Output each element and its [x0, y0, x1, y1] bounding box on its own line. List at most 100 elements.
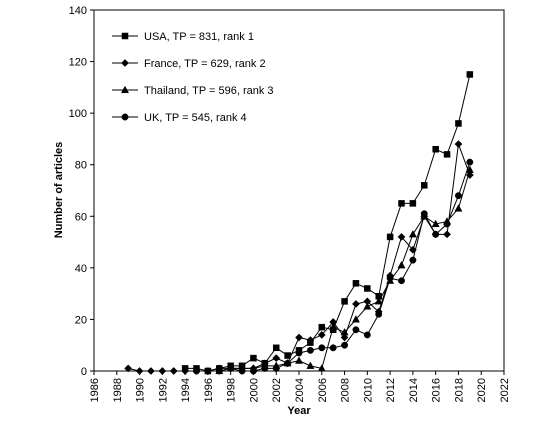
data-point — [272, 364, 280, 372]
y-tick-label: 60 — [75, 211, 87, 223]
legend-label: Thailand, TP = 596, rank 3 — [144, 85, 274, 97]
y-tick-label: 0 — [81, 366, 87, 378]
data-point — [352, 326, 360, 334]
data-point — [432, 145, 439, 153]
data-point — [466, 71, 474, 78]
x-tick-label: 2016 — [431, 378, 443, 402]
axis-layer: 0 20 40 60 80 100 120 140 1986 1988 1990 1992 1994 19… — [69, 5, 511, 402]
x-tick-label: 2006 — [317, 378, 329, 402]
data-point — [341, 341, 349, 349]
x-axis-title: Year — [287, 405, 311, 417]
data-point — [351, 315, 360, 323]
data-point — [340, 327, 349, 336]
data-point — [272, 344, 280, 352]
data-point — [465, 171, 474, 179]
legend-marker — [121, 59, 129, 67]
data-point — [466, 158, 474, 166]
data-point — [398, 277, 405, 285]
x-tick-label: 2010 — [362, 378, 374, 402]
x-tick-label: 1992 — [157, 378, 169, 402]
series-2 — [124, 140, 474, 375]
data-point — [341, 298, 348, 305]
data-point — [295, 333, 303, 342]
x-tick-label: 1996 — [203, 378, 215, 402]
legend-marker — [120, 85, 130, 94]
data-point — [340, 333, 349, 342]
x-tick-label: 2008 — [340, 378, 352, 402]
x-tick-label: 2000 — [248, 378, 260, 402]
data-point — [397, 260, 406, 269]
data-point — [146, 367, 155, 375]
data-point — [409, 256, 417, 264]
legend-label: USA, TP = 831, rank 1 — [144, 31, 254, 43]
y-tick-label: 40 — [75, 263, 87, 275]
data-point — [431, 219, 440, 228]
x-tick-label: 2014 — [408, 378, 420, 402]
series-4 — [193, 158, 474, 375]
data-point — [386, 274, 394, 282]
data-point — [261, 364, 269, 372]
x-tick-label: 2020 — [476, 378, 488, 402]
y-axis-title: Number of articles — [53, 142, 65, 239]
x-tick-label: 2012 — [385, 378, 397, 402]
data-point — [454, 204, 463, 212]
data-point — [443, 220, 451, 228]
data-point — [227, 364, 235, 372]
data-point — [318, 323, 326, 331]
y-tick-label: 100 — [69, 108, 87, 120]
data-point — [420, 210, 428, 218]
data-point — [272, 354, 281, 363]
data-point — [317, 330, 326, 339]
data-point — [295, 349, 303, 357]
data-point — [421, 182, 428, 189]
series-line — [196, 161, 471, 372]
y-tick-label: 20 — [75, 314, 87, 326]
x-tick-label: 1986 — [89, 378, 101, 402]
data-point — [306, 346, 314, 354]
legend-marker — [121, 32, 129, 40]
data-point — [124, 364, 133, 373]
x-tick-label: 1998 — [226, 378, 238, 402]
legend: USA, TP = 831, rank 1 France, TP = 629, r… — [112, 31, 274, 124]
data-point — [250, 354, 257, 362]
data-point — [351, 300, 360, 308]
x-tick-label: 2002 — [271, 378, 283, 402]
y-tick-label: 80 — [75, 160, 87, 172]
data-point — [408, 230, 417, 238]
data-point — [363, 302, 372, 310]
data-point — [454, 192, 462, 200]
legend-entry: Thailand, TP = 596, rank 3 — [112, 85, 274, 97]
y-tick-label: 140 — [69, 5, 87, 17]
data-point — [443, 151, 451, 158]
data-point — [374, 297, 383, 305]
x-tick-label: 1994 — [180, 378, 192, 402]
data-point — [363, 331, 371, 339]
x-tick-label: 2004 — [294, 378, 306, 402]
legend-entry: USA, TP = 831, rank 1 — [112, 31, 254, 43]
data-point — [443, 230, 452, 239]
y-tick-label: 120 — [69, 57, 87, 69]
data-point — [409, 200, 417, 207]
data-point — [193, 367, 200, 375]
data-point — [455, 120, 462, 127]
legend-entry: UK, TP = 545, rank 4 — [112, 112, 247, 124]
data-point — [397, 232, 406, 241]
data-point — [306, 336, 315, 345]
data-point — [352, 280, 360, 287]
data-point — [284, 359, 292, 367]
data-point — [169, 367, 178, 375]
data-point — [454, 140, 463, 149]
data-point — [215, 367, 223, 375]
data-point — [329, 322, 338, 331]
data-point — [306, 361, 315, 369]
data-point — [364, 285, 371, 292]
legend-entry: France, TP = 629, rank 2 — [112, 58, 266, 70]
data-point — [386, 233, 394, 241]
data-point — [398, 200, 405, 207]
data-point — [465, 165, 474, 173]
data-point — [432, 230, 440, 238]
x-tick-label: 1990 — [135, 378, 147, 402]
data-point — [329, 344, 337, 352]
data-point — [238, 367, 246, 375]
legend-label: UK, TP = 545, rank 4 — [144, 112, 247, 124]
